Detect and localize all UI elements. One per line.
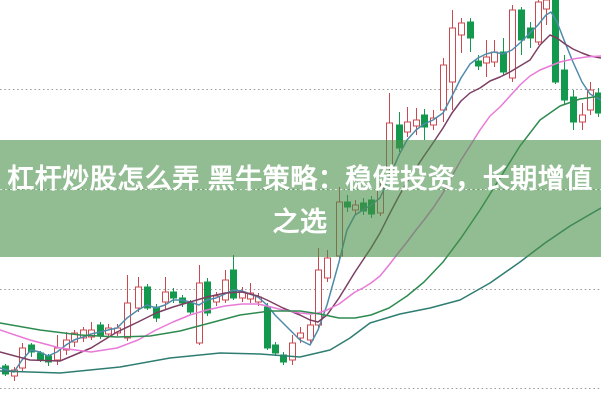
moving-average-lines [0, 11, 601, 374]
headline-line2: 之选 [273, 206, 328, 237]
headline-banner-overlay [0, 140, 601, 257]
ma-line-ma-60 [0, 207, 601, 374]
ma-line-ma-fast [0, 11, 601, 373]
ma-line-ma-20 [0, 55, 601, 353]
headline-line1: 杠杆炒股怎么弄 黑牛策略：稳健投资，长期增值 [7, 163, 593, 194]
